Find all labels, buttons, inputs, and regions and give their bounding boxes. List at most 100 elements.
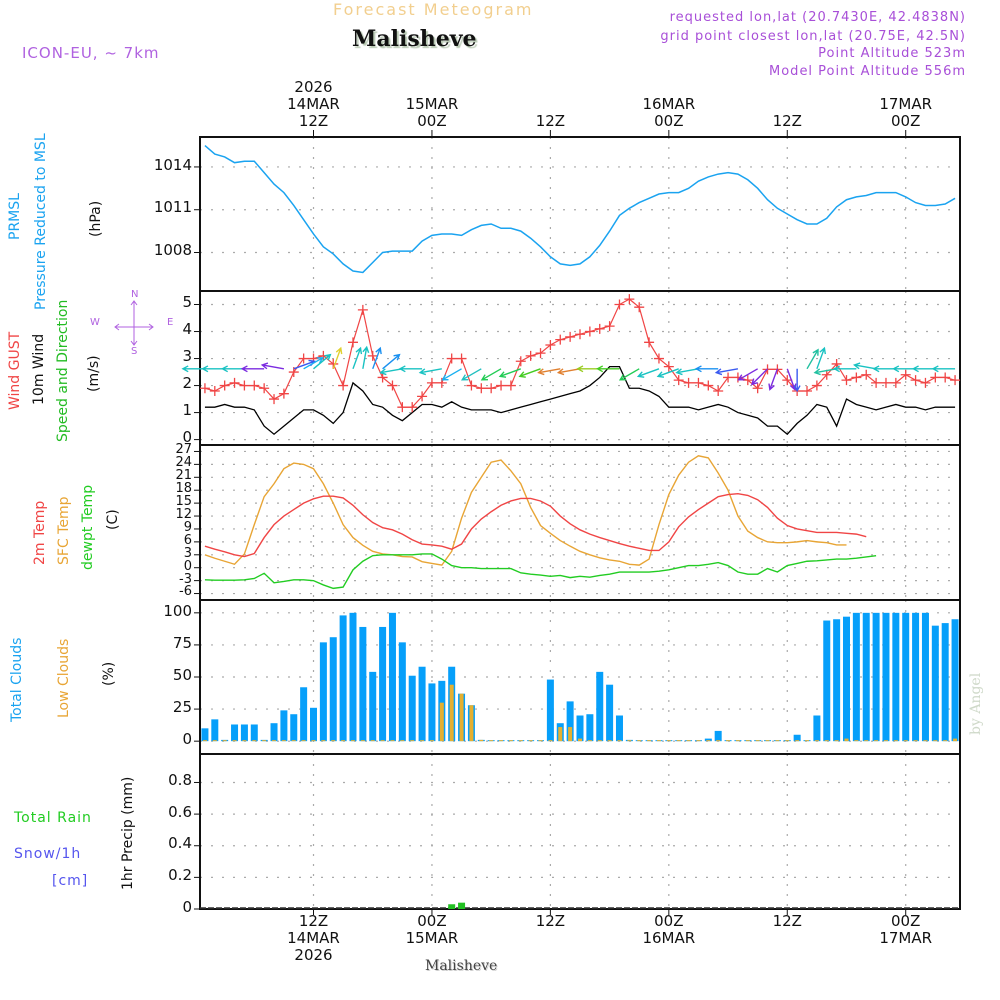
low-clouds-bar — [311, 740, 316, 742]
low-clouds-bar — [301, 740, 306, 742]
snow-unit: [cm] — [52, 873, 89, 889]
low-clouds-bar — [331, 740, 336, 742]
total-clouds-bar — [349, 612, 357, 742]
gust-marker — [644, 337, 655, 348]
y-tick-label: 1008 — [153, 241, 192, 260]
gust-marker — [614, 299, 625, 310]
y-tick-label: 12 — [175, 506, 192, 522]
total-clouds-bar — [300, 687, 308, 742]
gust-marker — [782, 375, 793, 386]
low-clouds-bar — [291, 740, 296, 742]
total-clouds-bar — [398, 642, 406, 742]
gust-marker — [732, 372, 743, 383]
low-clouds-bar — [508, 740, 513, 742]
y-tick-label: 0.8 — [168, 771, 192, 790]
x-tick-label-bottom: 12Z — [298, 912, 329, 930]
meteogram-title: Forecast Meteogram — [333, 0, 534, 19]
x-tick-label-bottom: 16MAR — [642, 929, 696, 947]
sfc-temp-line — [204, 455, 847, 566]
y-tick-label: 3 — [182, 347, 192, 366]
gust-marker — [347, 337, 358, 348]
gust-marker — [871, 377, 882, 388]
low-clouds-bar — [923, 740, 928, 742]
total-clouds-bar — [546, 679, 554, 742]
x-tick-label-top: 12Z — [298, 112, 329, 130]
gust-marker — [752, 383, 763, 394]
total-clouds-bar — [606, 684, 614, 742]
gust-marker — [545, 340, 556, 351]
low-clouds-bar — [499, 740, 504, 742]
low-clouds-bar — [607, 740, 612, 742]
total-clouds-bar — [270, 723, 278, 742]
wind-direction-arrow — [852, 362, 877, 370]
total-clouds-bar — [359, 626, 367, 742]
low-clouds-bar — [874, 740, 879, 742]
low-clouds-bar — [350, 740, 355, 742]
wind-direction-arrow — [382, 353, 401, 370]
y-tick-label: 15 — [175, 494, 192, 510]
low-clouds-bar — [538, 740, 543, 742]
footer-location: Malisheve — [425, 958, 498, 974]
wind-direction-arrow — [352, 346, 363, 370]
y-tick-label: 1011 — [153, 198, 192, 217]
x-tick-label-top: 16MAR — [642, 95, 696, 113]
low-clouds-bar — [933, 740, 938, 742]
low-clouds-bar — [676, 740, 681, 742]
gust-marker — [219, 380, 230, 391]
wind-direction-arrow — [750, 368, 769, 386]
gust-marker — [239, 380, 250, 391]
low-clouds-bar — [765, 740, 770, 742]
low-clouds-bar — [420, 740, 425, 742]
low-clouds-bar — [469, 705, 474, 742]
gust-marker — [387, 380, 398, 391]
total-clouds-bar — [714, 730, 722, 742]
gust-marker — [525, 350, 536, 361]
wind-direction-arrow — [596, 365, 620, 373]
total-clouds-bar — [902, 612, 910, 742]
gust-marker — [269, 394, 280, 405]
compass-e: E — [167, 317, 174, 328]
gust-marker — [584, 326, 595, 337]
low-clouds-bar — [795, 740, 800, 742]
low-clouds-bar — [390, 740, 395, 742]
wind-direction-arrow — [537, 368, 561, 376]
low-clouds-bar — [370, 740, 375, 742]
pressure-line — [204, 144, 956, 274]
rain-label: Total Rain — [14, 810, 92, 826]
low-clouds-bar — [479, 739, 484, 742]
total-clouds-bar — [379, 626, 387, 742]
dewpt-line — [204, 553, 877, 590]
gust-marker — [436, 377, 447, 388]
gust-marker — [930, 372, 941, 383]
compass-w: W — [90, 317, 100, 328]
y-tick-label: 0 — [182, 897, 192, 916]
low-clouds-bar — [726, 740, 731, 742]
gust-marker — [950, 375, 961, 386]
total-clouds-bar — [951, 619, 959, 742]
wind-direction-arrow — [418, 368, 442, 376]
total-clouds-bar — [310, 707, 318, 742]
low-clouds-bar — [489, 740, 494, 742]
total-clouds-bar — [704, 738, 712, 742]
wind-direction-arrow — [806, 348, 819, 370]
low-clouds-bar — [281, 740, 286, 742]
wind-direction-arrow — [518, 368, 541, 378]
location-title: Malisheve — [352, 26, 477, 52]
low-clouds-bar — [844, 738, 849, 742]
temp-2m-line — [204, 492, 867, 558]
total-clouds-bar — [813, 715, 821, 742]
low-clouds-bar — [597, 740, 602, 742]
gust-marker — [496, 380, 507, 391]
low-clouds-bar — [222, 740, 227, 742]
gust-marker — [397, 402, 408, 413]
total-clouds-bar — [912, 612, 920, 742]
low-clouds-bar — [617, 740, 622, 742]
y-tick-label: 21 — [175, 468, 192, 484]
low-clouds-bar — [775, 740, 780, 742]
total-clouds-bar — [862, 612, 870, 742]
low-clouds-bar — [637, 740, 642, 742]
wind-direction-arrow — [832, 365, 857, 373]
low-clouds-bar — [735, 740, 740, 742]
gust-marker — [890, 377, 901, 388]
wind-direction-arrow — [786, 368, 797, 391]
